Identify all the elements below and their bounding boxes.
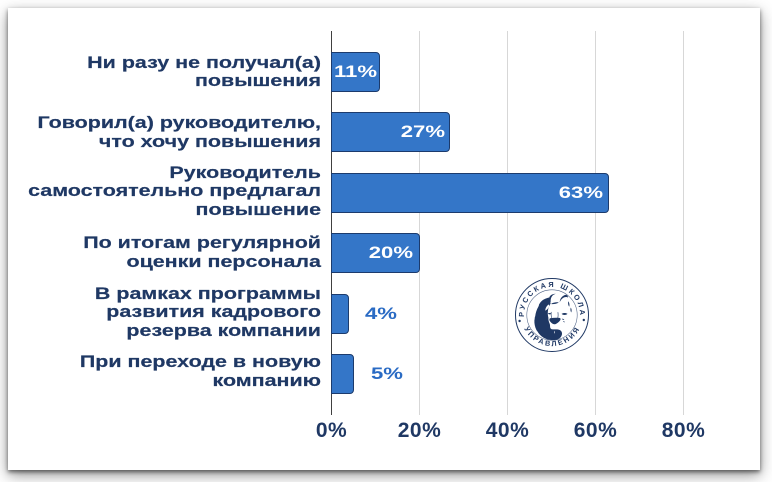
svg-text:РУССКАЯ ШКОЛА: РУССКАЯ ШКОЛА	[517, 280, 587, 317]
